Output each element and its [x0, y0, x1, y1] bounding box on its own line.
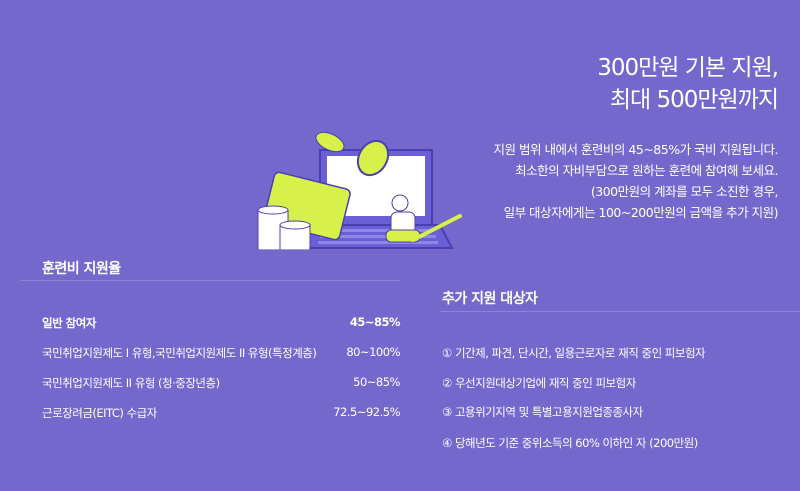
description-line: 최소한의 자비부담으로 원하는 훈련에 참여해 보세요. — [515, 163, 778, 178]
rate-label: 국민취업지원제도 I 유형,국민취업지원제도 II 유형(특정계층) — [42, 346, 317, 360]
additional-item: ④ 당해년도 기준 중위소득의 60% 이하인 자 (200만원) — [442, 436, 698, 450]
rate-value: 72.5~92.5% — [333, 405, 400, 419]
rate-label: 일반 참여자 — [42, 316, 96, 330]
rate-row: 일반 참여자 45~85% — [42, 315, 401, 331]
rate-label: 근로장려금(EITC) 수급자 — [42, 406, 157, 420]
coin-stack-icon — [257, 205, 311, 250]
rate-row: 근로장려금(EITC) 수급자 72.5~92.5% — [42, 405, 400, 421]
support-rate-heading: 훈련비 지원율 — [42, 261, 121, 277]
hero-description: 지원 범위 내에서 훈련비의 45~85%가 국비 지원됩니다. 최소한의 자비… — [493, 139, 779, 223]
additional-item: ① 기간제, 파견, 단시간, 일용근로자로 재직 중인 피보험자 — [442, 346, 706, 360]
description-line: 일부 대상자에게는 100~200만원의 금액을 추가 지원) — [503, 205, 779, 220]
description-line: 지원 범위 내에서 훈련비의 45~85%가 국비 지원됩니다. — [493, 142, 779, 157]
rate-value: 50~85% — [353, 375, 400, 389]
hero-title: 300만원 기본 지원, 최대 500만원까지 — [597, 52, 779, 116]
additional-item: ③ 고용위기지역 및 특별고용지원업종종사자 — [442, 405, 643, 419]
divider — [20, 280, 400, 281]
person-reading-icon — [385, 194, 421, 243]
hero-title-line: 최대 500만원까지 — [609, 87, 779, 113]
additional-item: ② 우선지원대상기업에 재직 중인 피보험자 — [442, 376, 636, 390]
rate-row: 국민취업지원제도 I 유형,국민취업지원제도 II 유형(특정계층) 80~10… — [42, 345, 400, 361]
rate-value: 80~100% — [346, 345, 400, 359]
description-line: (300만원의 계좌를 모두 소진한 경우, — [590, 184, 779, 199]
pencil-icon — [411, 214, 462, 242]
coin-icon — [315, 131, 390, 177]
rate-label: 국민취업지원제도 II 유형 (청·중장년층) — [42, 376, 220, 390]
illustration — [257, 131, 462, 250]
hero-title-line: 300만원 기본 지원, — [597, 55, 779, 81]
additional-heading: 추가 지원 대상자 — [442, 291, 538, 307]
divider — [440, 311, 800, 312]
rate-value: 45~85% — [349, 315, 401, 329]
rate-row: 국민취업지원제도 II 유형 (청·중장년층) 50~85% — [42, 375, 400, 391]
